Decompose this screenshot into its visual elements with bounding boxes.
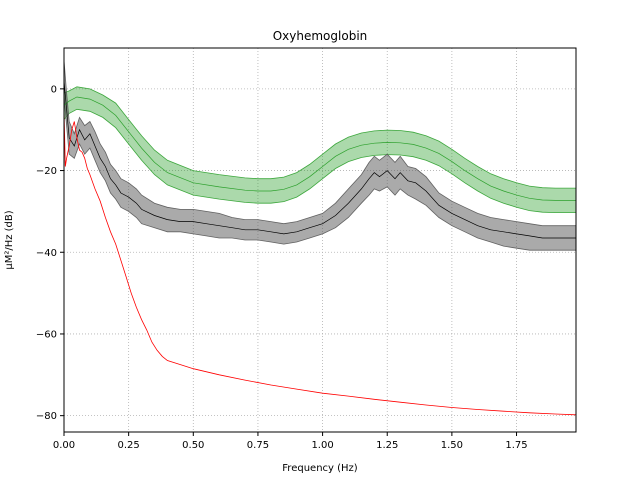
x-axis-label: Frequency (Hz) xyxy=(282,463,358,474)
y-tick-label: −80 xyxy=(36,411,57,422)
series-1-mean-line xyxy=(63,80,576,239)
series-0-mean-line xyxy=(63,96,576,201)
series-lines xyxy=(63,80,577,416)
y-tick-label: −60 xyxy=(36,329,57,340)
y-tick-label: −40 xyxy=(36,248,57,259)
x-tick-label: 0.50 xyxy=(182,440,204,451)
y-axis-ticks: 0 −20 −40 −60 −80 xyxy=(36,84,64,422)
x-axis-ticks: 0.00 0.25 0.50 0.75 1.00 1.25 1.50 1.75 xyxy=(53,432,528,451)
series-2-line xyxy=(63,109,577,416)
x-tick-label: 0.00 xyxy=(53,440,75,451)
y-tick-label: 0 xyxy=(51,84,57,95)
x-tick-label: 1.50 xyxy=(441,440,463,451)
x-tick-label: 1.75 xyxy=(505,440,527,451)
y-tick-label: −20 xyxy=(36,166,57,177)
x-tick-label: 1.00 xyxy=(311,440,333,451)
y-axis-label: µM²/Hz (dB) xyxy=(4,210,15,269)
x-tick-label: 0.25 xyxy=(118,440,140,451)
chart-title: Oxyhemoglobin xyxy=(273,29,368,43)
x-tick-label: 1.25 xyxy=(376,440,398,451)
x-tick-label: 0.75 xyxy=(247,440,269,451)
plot-frame xyxy=(63,47,577,433)
